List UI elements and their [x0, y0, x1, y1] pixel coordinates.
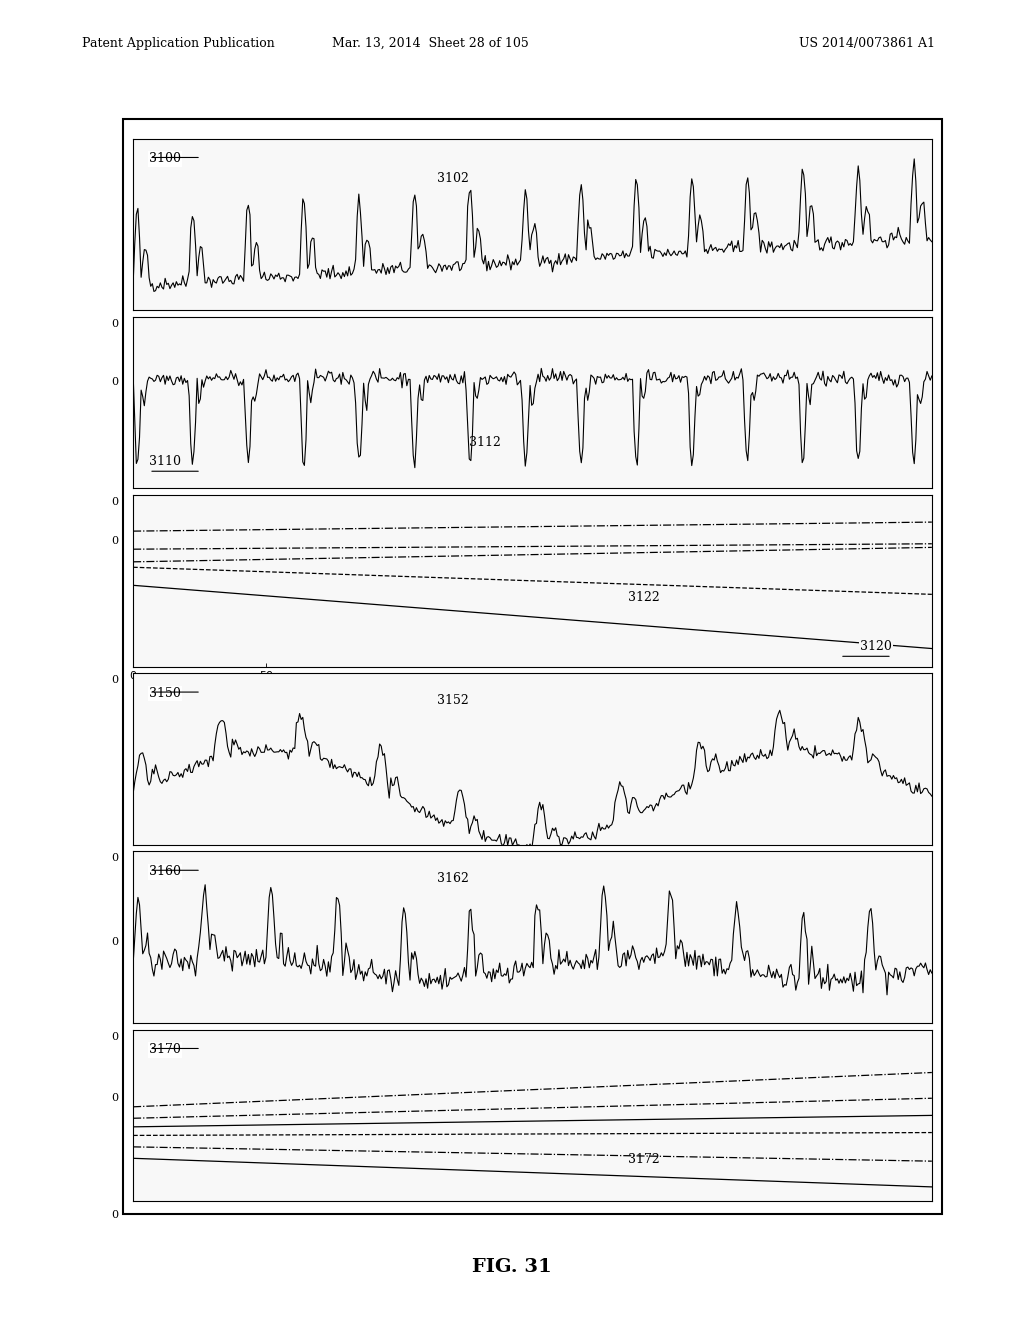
Text: 0: 0: [112, 675, 119, 685]
Text: 3160: 3160: [150, 865, 181, 878]
Text: 3120: 3120: [860, 640, 892, 653]
Text: Patent Application Publication: Patent Application Publication: [82, 37, 274, 50]
Text: 3122: 3122: [629, 591, 660, 605]
Text: 3110: 3110: [150, 455, 181, 467]
Text: 3112: 3112: [469, 436, 501, 449]
Text: 3172: 3172: [629, 1154, 660, 1167]
Text: 3152: 3152: [436, 694, 468, 708]
Text: 3170: 3170: [150, 1043, 181, 1056]
Text: 3100: 3100: [150, 152, 181, 165]
Text: 3162: 3162: [436, 873, 469, 886]
Text: FIG. 31: FIG. 31: [472, 1258, 552, 1276]
Text: 0: 0: [112, 378, 119, 387]
Text: 3150: 3150: [150, 686, 181, 700]
Text: 0: 0: [112, 1093, 119, 1104]
Text: 0: 0: [112, 498, 119, 507]
Text: 3102: 3102: [436, 172, 469, 185]
Text: 0: 0: [112, 536, 119, 546]
Text: 0: 0: [112, 1209, 119, 1220]
Text: Mar. 13, 2014  Sheet 28 of 105: Mar. 13, 2014 Sheet 28 of 105: [332, 37, 528, 50]
Text: 0: 0: [112, 1032, 119, 1041]
Text: 0: 0: [112, 318, 119, 329]
Text: 0: 0: [112, 937, 119, 948]
Text: 0: 0: [112, 853, 119, 863]
Text: US 2014/0073861 A1: US 2014/0073861 A1: [799, 37, 935, 50]
